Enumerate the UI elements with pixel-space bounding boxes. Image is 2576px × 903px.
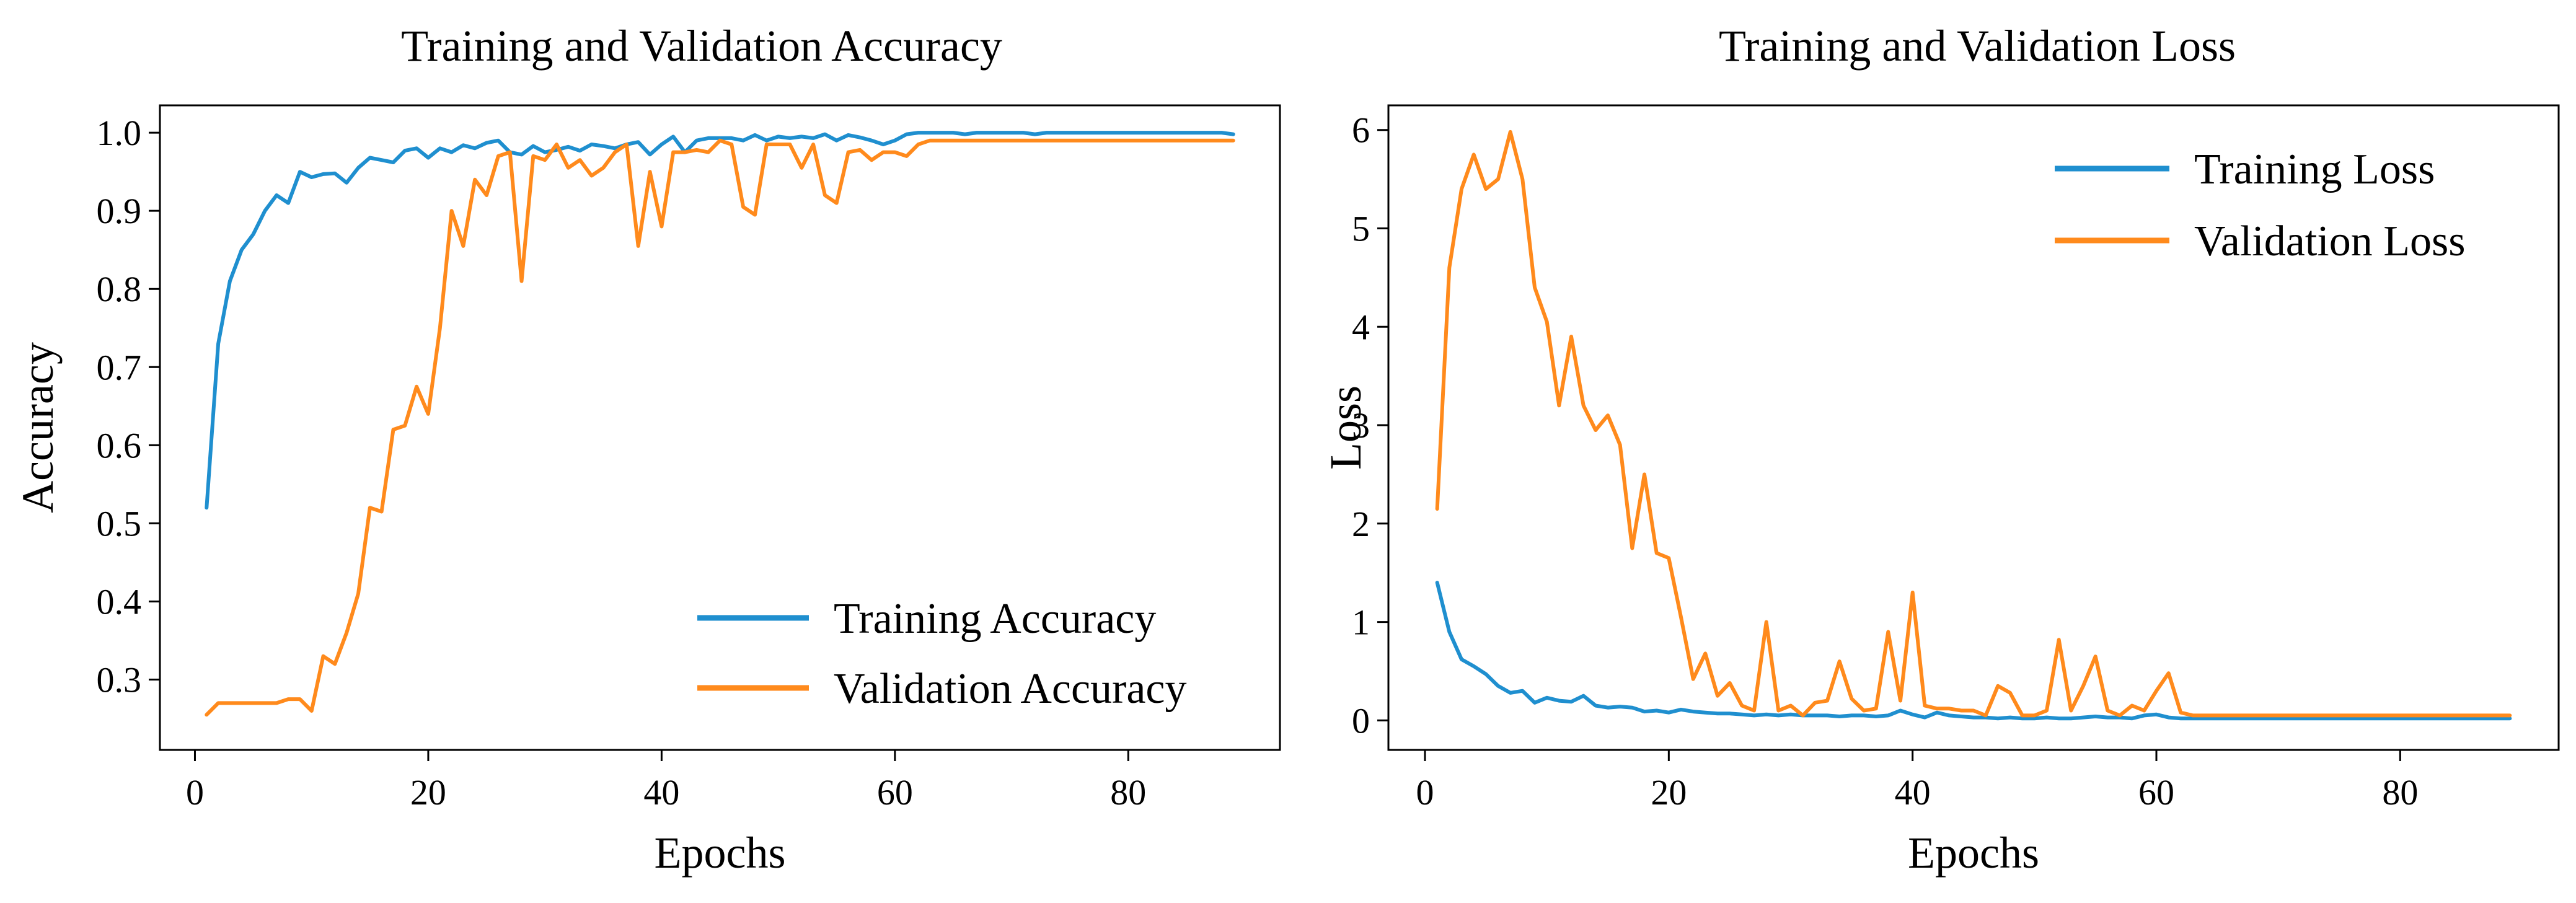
y-tick-label: 0.3: [97, 660, 142, 700]
x-tick-label: 60: [877, 772, 913, 813]
plot-frame: [159, 104, 1281, 751]
x-tick-label: 0: [186, 772, 204, 813]
y-tick-label: 4: [1352, 307, 1370, 347]
x-axis-label: Epochs: [655, 828, 786, 878]
y-tick-label: 5: [1352, 208, 1370, 249]
y-tick-label: 0.7: [97, 347, 142, 387]
legend-label: Validation Accuracy: [834, 665, 1187, 713]
x-tick-label: 80: [2382, 772, 2418, 813]
legend-label: Training Loss: [2194, 146, 2435, 193]
y-tick-label: 0.6: [97, 425, 142, 465]
y-tick-label: 1.0: [97, 113, 142, 153]
x-axis-label: Epochs: [1908, 828, 2039, 878]
y-tick-label: 0: [1352, 700, 1370, 741]
series-line-validation-accuracy: [205, 138, 1235, 717]
y-tick-label: 0.4: [97, 581, 142, 622]
legend-label: Validation Loss: [2194, 218, 2465, 265]
y-tick-label: 0.9: [97, 191, 142, 231]
y-axis-label: Loss: [1321, 385, 1370, 470]
x-tick-label: 40: [643, 772, 679, 813]
y-tick-label: 0.5: [97, 503, 142, 544]
x-tick-label: 0: [1416, 772, 1434, 813]
x-tick-label: 20: [1651, 772, 1687, 813]
chart-title: Training and Validation Accuracy: [401, 21, 1002, 71]
y-tick-label: 1: [1352, 602, 1370, 643]
series-line-training-loss: [1435, 581, 2512, 721]
series-line-validation-loss: [1435, 130, 2512, 718]
y-axis-label: Accuracy: [13, 342, 63, 513]
y-tick-label: 6: [1352, 110, 1370, 151]
x-tick-label: 40: [1895, 772, 1931, 813]
chart-title: Training and Validation Loss: [1719, 21, 2236, 71]
y-tick-label: 2: [1352, 504, 1370, 544]
y-tick-label: 0.8: [97, 269, 142, 309]
series-line-training-accuracy: [205, 131, 1235, 510]
y-tick-label: 3: [1352, 405, 1370, 446]
legend-label: Training Accuracy: [834, 595, 1156, 643]
plot-frame: [1387, 104, 2560, 751]
x-tick-label: 80: [1110, 772, 1146, 813]
x-tick-label: 60: [2138, 772, 2174, 813]
x-tick-label: 20: [410, 772, 446, 813]
